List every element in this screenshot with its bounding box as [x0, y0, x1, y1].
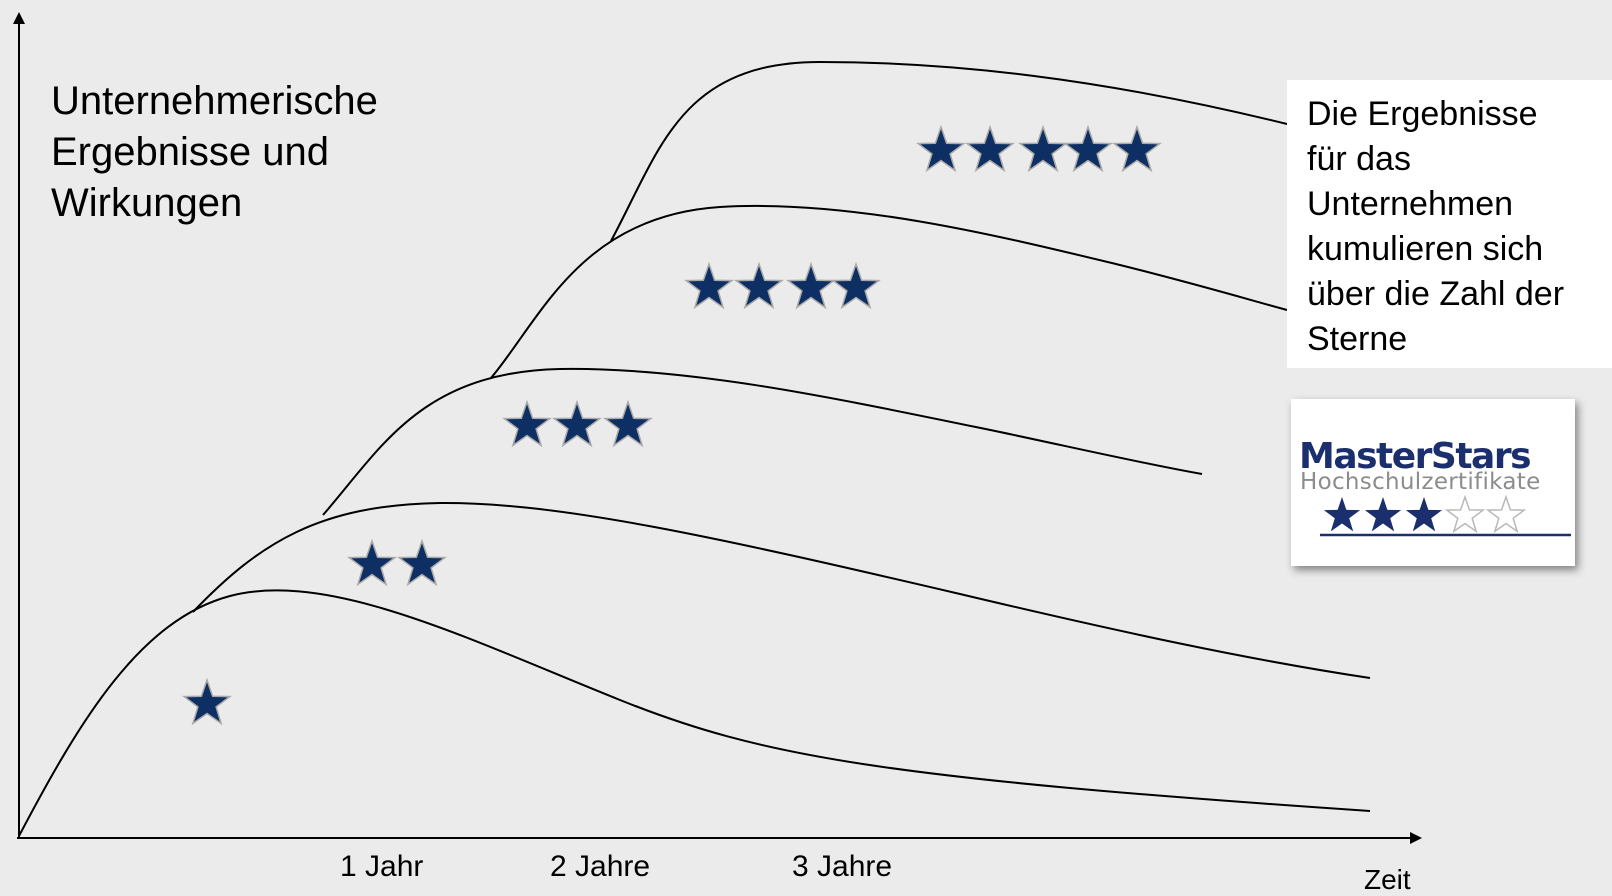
star-icon	[1064, 126, 1112, 172]
star-icon	[553, 401, 601, 447]
y-axis-title: Unternehmerische Ergebnisse und Wirkunge…	[51, 76, 378, 229]
x-tick-label: 1 Jahr	[340, 850, 424, 883]
logo-rating	[1320, 494, 1571, 537]
curve-level-3	[322, 367, 1203, 516]
explanation-note: Die Ergebnisse für das Unternehmen kumul…	[1287, 80, 1612, 368]
star-group-level-1	[183, 679, 231, 725]
x-axis-title: Zeit	[1364, 864, 1411, 895]
logo-stars	[1323, 494, 1527, 534]
y-axis-title-line: Unternehmerische	[51, 79, 378, 123]
logo-name: MasterStars	[1299, 436, 1532, 477]
x-tick-label: 3 Jahre	[792, 850, 893, 883]
logo-star-filled-icon	[1323, 497, 1361, 532]
star-icon	[503, 401, 551, 447]
note-line: über die Zahl der	[1307, 275, 1565, 313]
star-icon	[832, 263, 880, 309]
curve-level-1	[18, 589, 1371, 837]
star-icon	[398, 540, 446, 586]
note-line: für das	[1307, 140, 1411, 178]
star-icon	[735, 263, 783, 309]
curve-level-4	[490, 204, 1288, 379]
curve-level-5	[610, 60, 1288, 242]
masterstars-logo: MasterStars Hochschulzertifikate	[1291, 399, 1575, 566]
star-icon	[685, 263, 733, 309]
logo-star-outline-icon	[1444, 494, 1486, 534]
star-group-level-2	[348, 540, 446, 586]
star-icon	[917, 126, 965, 172]
x-tick-label: 2 Jahre	[550, 850, 651, 883]
star-icon	[348, 540, 396, 586]
note-line: Die Ergebnisse	[1307, 95, 1538, 133]
star-icon	[604, 401, 652, 447]
star-icon	[1019, 126, 1067, 172]
y-axis-title-line: Wirkungen	[51, 181, 243, 225]
star-icon	[966, 126, 1014, 172]
logo-subtitle: Hochschulzertifikate	[1300, 469, 1541, 495]
star-group-level-4	[685, 263, 880, 309]
y-axis-title-line: Ergebnisse und	[51, 130, 329, 174]
curve-level-2	[192, 501, 1371, 679]
star-group-level-3	[503, 401, 652, 447]
star-icon	[787, 263, 835, 309]
note-line: Sterne	[1307, 320, 1408, 358]
note-line: kumulieren sich	[1307, 230, 1544, 268]
logo-star-outline-icon	[1485, 494, 1527, 534]
logo-star-filled-icon	[1364, 497, 1402, 532]
star-icon	[1113, 126, 1161, 172]
note-line: Unternehmen	[1307, 185, 1514, 223]
star-icon	[183, 679, 231, 725]
star-group-level-5	[917, 126, 1161, 172]
logo-star-filled-icon	[1405, 497, 1443, 532]
